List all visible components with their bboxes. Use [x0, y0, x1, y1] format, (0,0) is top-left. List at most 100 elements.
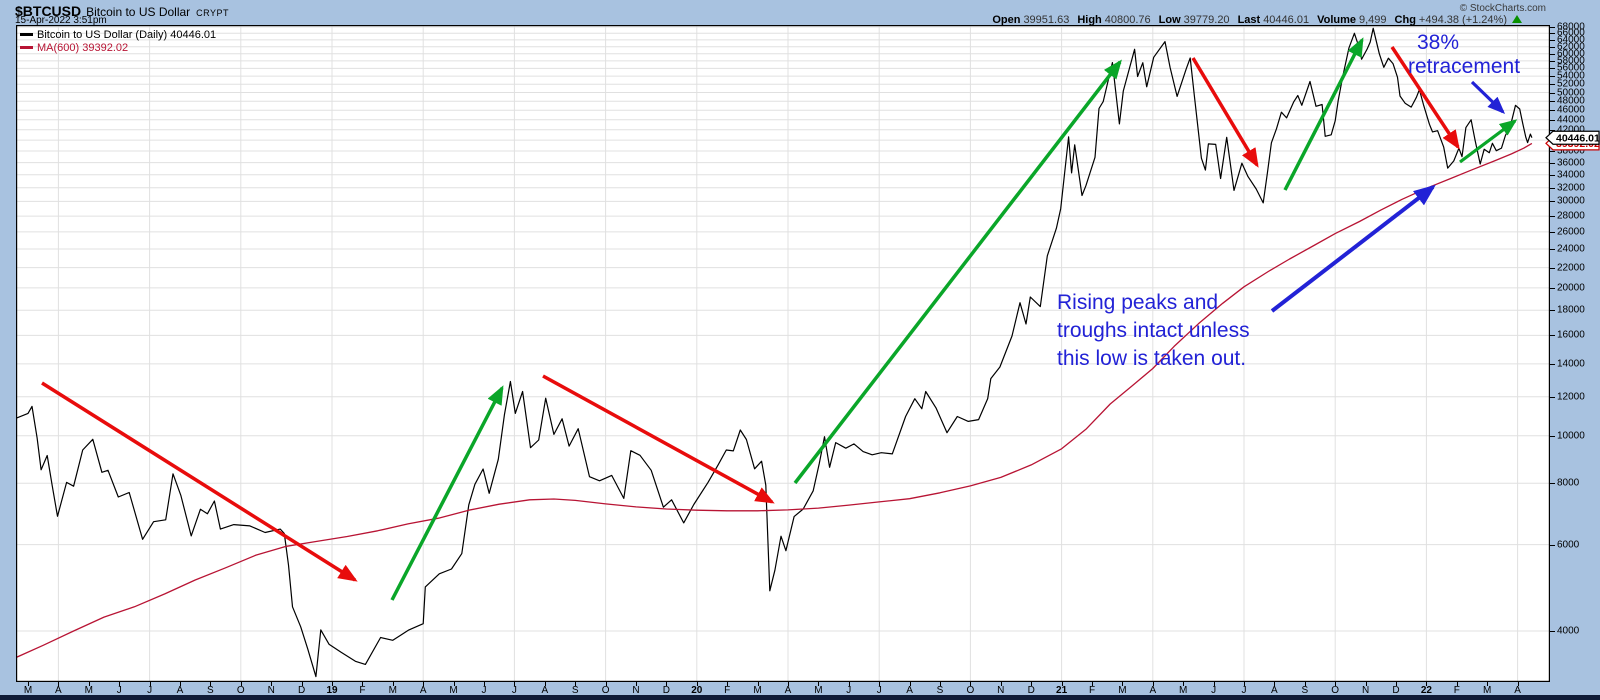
- y-tick-mark: [1550, 27, 1555, 28]
- x-tick-mark: [1335, 682, 1337, 686]
- y-tick-label: 22000: [1557, 262, 1585, 274]
- arrow-decline-2019-2020: [542, 374, 775, 504]
- x-tick-mark: [240, 682, 242, 686]
- y-tick-label: 60000: [1557, 48, 1585, 60]
- y-tick-label: 44000: [1557, 114, 1585, 126]
- chg-value: +494.38 (+1.24%): [1418, 14, 1507, 26]
- x-tick-mark: [28, 682, 29, 686]
- x-tick-mark: [1487, 682, 1489, 686]
- y-tick-label: 24000: [1557, 243, 1585, 255]
- x-tick-mark: [1274, 682, 1276, 686]
- x-tick-label: A: [1149, 685, 1157, 696]
- y-tick-label: 46000: [1557, 104, 1585, 116]
- chart-legend: Bitcoin to US Dollar (Daily) 40446.01 MA…: [20, 28, 216, 54]
- y-tick-mark: [1550, 310, 1555, 312]
- x-tick-mark: [1396, 682, 1397, 686]
- x-tick-mark: [332, 682, 333, 686]
- ma-line-swatch-icon: [20, 46, 33, 49]
- x-tick-mark: [271, 682, 273, 686]
- x-tick-label: A: [55, 685, 62, 696]
- y-tick-mark: [1550, 84, 1555, 86]
- x-tick-label: A: [784, 685, 792, 696]
- arrow-rally-autumn-2021: [1283, 37, 1364, 191]
- x-tick-mark: [788, 682, 789, 686]
- x-tick-mark: [301, 682, 303, 686]
- y-tick-mark: [1550, 76, 1555, 78]
- x-tick-mark: [1031, 682, 1033, 686]
- x-tick-label: M: [814, 685, 823, 696]
- symbol-name: Bitcoin to US Dollar: [86, 5, 191, 19]
- last-value: 40446.01: [1263, 14, 1310, 26]
- x-tick-label: J: [846, 685, 852, 696]
- y-tick-mark: [1550, 92, 1555, 94]
- x-tick-label: D: [662, 685, 671, 696]
- last-label: Last: [1237, 14, 1261, 26]
- y-tick-label: 62000: [1557, 41, 1585, 53]
- x-tick-label: 21: [1056, 685, 1068, 696]
- x-tick-label: O: [966, 685, 975, 696]
- legend-ma-label: MA(600) 39392.02: [37, 41, 129, 54]
- x-tick-mark: [848, 682, 850, 686]
- y-tick-mark: [1550, 201, 1555, 203]
- y-tick-label: 12000: [1557, 391, 1585, 403]
- high-value: 40800.76: [1104, 14, 1151, 26]
- x-tick-mark: [1365, 682, 1367, 686]
- legend-price-series: Bitcoin to US Dollar (Daily) 40446.01: [20, 28, 216, 41]
- x-tick-mark: [1517, 682, 1519, 686]
- chart-canvas: [16, 25, 1550, 682]
- x-tick-label: A: [1514, 685, 1521, 696]
- arrow-downtrend-2018: [41, 381, 358, 582]
- y-tick-mark: [1550, 39, 1555, 41]
- up-triangle-icon: [1512, 15, 1522, 23]
- y-tick-mark: [1550, 231, 1555, 233]
- low-value: 39779.20: [1183, 14, 1230, 26]
- x-tick-mark: [88, 682, 90, 686]
- y-tick-label: 52000: [1557, 78, 1585, 90]
- price-line: [16, 27, 1533, 678]
- x-tick-label: M: [449, 685, 458, 696]
- x-tick-mark: [818, 682, 820, 686]
- x-tick-mark: [1183, 682, 1185, 686]
- x-tick-label: F: [1453, 685, 1460, 696]
- price-line-swatch-icon: [20, 33, 33, 36]
- y-tick-mark: [1550, 544, 1555, 546]
- x-tick-mark: [514, 682, 516, 686]
- symbol-label: $BTCUSD: [15, 3, 82, 19]
- x-tick-label: S: [571, 685, 579, 696]
- arrow-decline-2022: [1390, 46, 1460, 150]
- x-tick-label: M: [388, 685, 397, 696]
- arrow-crash-may-2021: [1191, 57, 1259, 168]
- y-tick-mark: [1550, 110, 1555, 112]
- x-tick-label: N: [632, 685, 640, 696]
- x-tick-label: J: [116, 685, 122, 696]
- x-tick-label: A: [906, 685, 913, 696]
- y-tick-mark: [1550, 287, 1555, 289]
- y-tick-mark: [1550, 335, 1555, 337]
- x-tick-mark: [940, 682, 941, 686]
- x-tick-mark: [696, 682, 698, 686]
- x-tick-label: A: [541, 685, 549, 696]
- y-tick-mark: [1550, 187, 1555, 189]
- annotation-rising-line3: this low is taken out.: [1057, 347, 1247, 370]
- y-tick-mark: [1550, 101, 1555, 103]
- x-tick-mark: [453, 682, 455, 686]
- x-tick-label: F: [1088, 685, 1096, 696]
- y-tick-mark: [1550, 33, 1555, 35]
- x-tick-label: M: [1483, 685, 1492, 696]
- chart-datetime: 15-Apr-2022 3:51pm: [15, 15, 107, 26]
- x-tick-mark: [1213, 682, 1215, 686]
- x-tick-label: M: [1118, 685, 1127, 696]
- x-tick-label: S: [1301, 685, 1309, 696]
- chart-title: $BTCUSD Bitcoin to US Dollar CRYPT: [15, 3, 229, 21]
- y-tick-label: 54000: [1557, 70, 1585, 82]
- y-tick-label: 18000: [1557, 304, 1585, 316]
- y-tick-mark: [1550, 363, 1555, 365]
- svg-text:40446.01: 40446.01: [1556, 133, 1600, 145]
- ohlc-quote-line: Open 39951.63 High 40800.76 Low 39779.20 Last 4…: [992, 14, 1522, 26]
- x-tick-label: M: [23, 685, 33, 696]
- x-tick-mark: [1061, 682, 1063, 686]
- arrow-bounce-2022: [1459, 119, 1518, 164]
- x-tick-label: N: [267, 685, 275, 696]
- x-tick-mark: [1456, 682, 1458, 686]
